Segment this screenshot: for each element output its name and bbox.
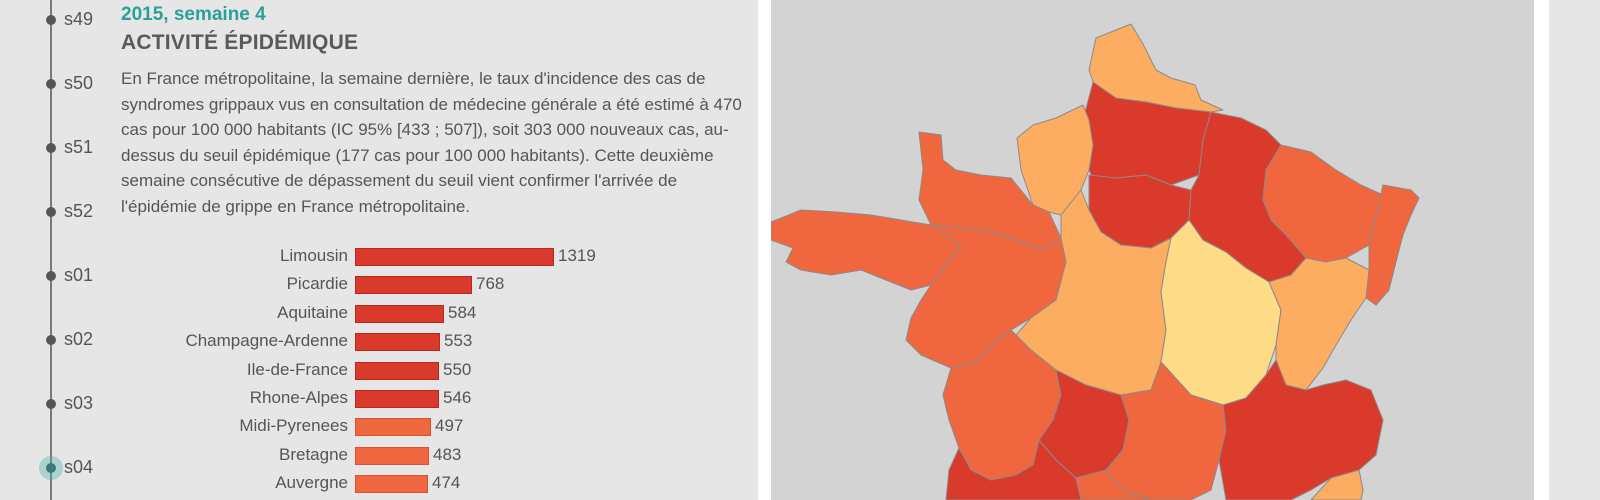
bar-value-label: 768 [476, 274, 505, 294]
bar-value-label: 553 [444, 331, 473, 351]
timeline-week-label: s03 [64, 393, 94, 413]
bar-category-label: Aquitaine [277, 302, 348, 322]
timeline-dot [46, 143, 56, 153]
region-aquitaine[interactable] [945, 439, 1082, 500]
region-auvergne[interactable] [1105, 361, 1227, 500]
bar-value-label: 474 [432, 473, 461, 493]
region-franche-comte[interactable] [1268, 257, 1370, 391]
bar [355, 418, 431, 437]
bar-value-label: 1319 [558, 246, 596, 265]
timeline-week-s51[interactable]: s51 [0, 132, 110, 162]
timeline-week-label: s50 [64, 73, 94, 93]
timeline-dot [46, 207, 56, 217]
map-panel [771, 0, 1534, 500]
bar-category-label: Picardie [286, 274, 348, 294]
description-text: En France métropolitaine, la semaine der… [121, 69, 742, 216]
bar-row-aquitaine[interactable]: Aquitaine 584 [120, 300, 720, 328]
timeline-week-s49[interactable]: s49 [0, 4, 110, 34]
timeline-dot [39, 456, 63, 480]
bar-value-label: 483 [433, 444, 462, 464]
bar-row-picardie[interactable]: Picardie 768 [120, 271, 720, 299]
timeline-dot [46, 399, 56, 409]
timeline-week-label: s04 [64, 457, 94, 477]
timeline-week-label: s02 [64, 329, 94, 349]
region-alsace[interactable] [1365, 184, 1420, 306]
bar [355, 390, 439, 408]
region-rhone-alpes[interactable] [1218, 359, 1384, 500]
bar-row-rhone-alpes[interactable]: Rhone-Alpes 546 [120, 385, 720, 413]
timeline-week-s02[interactable]: s02 [0, 324, 110, 354]
panel-divider [758, 0, 771, 500]
timeline-week-s04[interactable]: s04 [0, 452, 110, 482]
bar-row-midi-pyrenees[interactable]: Midi-Pyrenees 497 [120, 413, 720, 441]
timeline-week-label: s01 [64, 265, 94, 285]
bar-row-bretagne[interactable]: Bretagne 483 [120, 442, 720, 470]
timeline-week-label: s49 [64, 9, 94, 29]
bar-category-label: Champagne-Ardenne [185, 331, 348, 351]
timeline-week-label: s51 [64, 137, 94, 157]
bar-category-label: Limousin [279, 246, 348, 265]
left-panel: s49 s50 s51 s52 s01 s02 s03 s04 2015, semaine 4… [0, 0, 758, 500]
period-subtitle: 2015, semaine 4 [121, 4, 266, 25]
timeline-week-s03[interactable]: s03 [0, 388, 110, 418]
timeline-dot [46, 271, 56, 281]
panel-divider-right [1534, 0, 1549, 500]
timeline-week-s52[interactable]: s52 [0, 196, 110, 226]
bar-value-label: 546 [443, 388, 472, 407]
bar [355, 333, 440, 352]
bar-row-auvergne[interactable]: Auvergne 474 [120, 470, 720, 498]
timeline-dot [46, 335, 56, 345]
bar [355, 304, 444, 323]
bar-value-label: 550 [443, 359, 472, 379]
timeline-week-s50[interactable]: s50 [0, 68, 110, 98]
timeline-dot [46, 15, 56, 25]
timeline-line [50, 0, 52, 500]
bar-category-label: Auvergne [275, 473, 348, 493]
region-paca[interactable] [1310, 469, 1364, 500]
bar [355, 475, 428, 494]
france-region-map [771, 23, 1420, 500]
bar-row-limousin[interactable]: Limousin 1319 [120, 243, 720, 271]
bar-row-champagne-ardenne[interactable]: Champagne-Ardenne 553 [120, 328, 720, 356]
bar-category-label: Rhone-Alpes [249, 388, 348, 407]
next-panel-edge [1549, 0, 1600, 500]
section-title: ACTIVITÉ ÉPIDÉMIQUE [121, 31, 359, 54]
timeline-week-label: s52 [64, 201, 94, 221]
bar-value-label: 497 [435, 416, 464, 436]
bar-category-label: Ile-de-France [246, 359, 348, 379]
bar [355, 248, 554, 266]
timeline-dot [46, 79, 56, 89]
region-midi-pyrenees[interactable] [1075, 469, 1152, 500]
bar-row-ile-de-france[interactable]: Ile-de-France 550 [120, 357, 720, 385]
bar [355, 446, 429, 465]
bar [355, 361, 439, 380]
timeline-week-s01[interactable]: s01 [0, 260, 110, 290]
bar-value-label: 584 [448, 302, 477, 322]
bar-category-label: Midi-Pyrenees [239, 416, 348, 436]
bar [355, 276, 472, 295]
bar-category-label: Bretagne [279, 444, 348, 464]
